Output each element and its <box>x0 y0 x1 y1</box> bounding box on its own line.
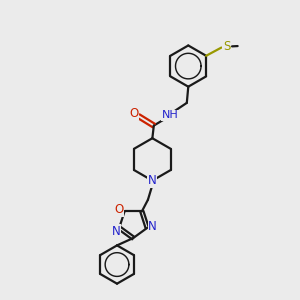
Text: N: N <box>148 220 157 233</box>
Text: O: O <box>114 203 123 216</box>
Text: N: N <box>112 225 121 238</box>
Text: S: S <box>223 40 230 53</box>
Text: NH: NH <box>162 110 178 120</box>
Text: N: N <box>148 174 157 187</box>
Text: O: O <box>129 107 138 120</box>
